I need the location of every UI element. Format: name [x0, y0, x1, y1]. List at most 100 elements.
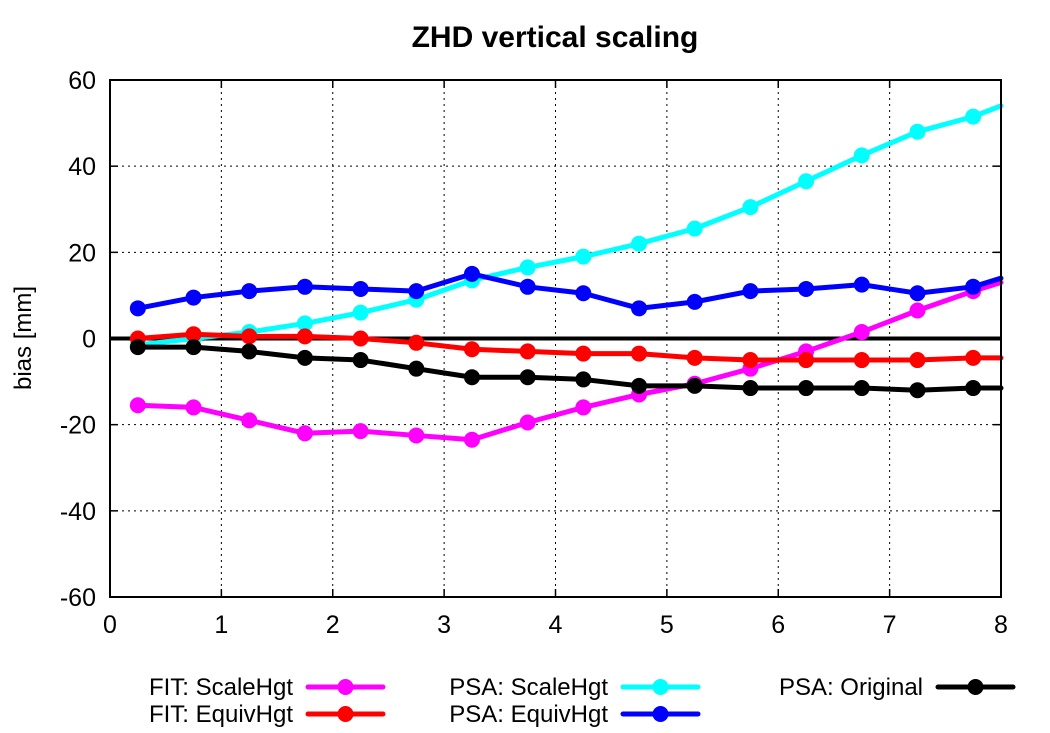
y-axis-label: bias [mm]: [10, 286, 37, 390]
data-point-psa-scalehgt: [575, 248, 592, 265]
data-point-psa-scalehgt: [296, 315, 313, 332]
data-point-psa-original: [631, 377, 648, 394]
data-point-psa-original: [965, 380, 982, 397]
series-psa-equivhgt: [129, 265, 1004, 317]
x-tick-label: 0: [103, 611, 117, 639]
series-psa-original: [129, 339, 1004, 399]
data-point-psa-original: [296, 349, 313, 366]
legend-entry-fit-scalehgt: FIT: ScaleHgt: [149, 674, 386, 701]
data-point-fit-equivhgt: [853, 352, 870, 369]
data-point-psa-original: [798, 380, 815, 397]
data-point-fit-scalehgt: [129, 397, 146, 414]
x-tick-label: 1: [214, 611, 228, 639]
y-tick-label: 20: [68, 239, 96, 267]
data-point-fit-scalehgt: [575, 399, 592, 416]
legend-label: PSA: ScaleHgt: [449, 674, 608, 701]
y-tick-label: 60: [68, 67, 96, 95]
data-point-fit-equivhgt: [463, 341, 480, 358]
x-tick-label: 7: [883, 611, 897, 639]
legend-marker-swatch: [967, 679, 984, 695]
data-point-psa-original: [742, 380, 759, 397]
data-point-psa-original: [686, 377, 703, 394]
data-point-psa-scalehgt: [352, 304, 369, 321]
series-fit-scalehgt: [129, 279, 1004, 448]
data-point-fit-equivhgt: [408, 334, 425, 351]
data-point-psa-equivhgt: [519, 278, 536, 295]
data-point-psa-equivhgt: [853, 276, 870, 293]
legend-marker-swatch: [652, 706, 669, 722]
y-tick-label: -20: [60, 412, 96, 440]
data-point-fit-equivhgt: [241, 328, 258, 345]
data-point-fit-scalehgt: [909, 302, 926, 319]
data-point-psa-original: [519, 369, 536, 386]
data-point-fit-scalehgt: [519, 414, 536, 431]
data-point-fit-equivhgt: [296, 328, 313, 345]
x-tick-label: 5: [660, 611, 674, 639]
data-point-psa-equivhgt: [296, 278, 313, 295]
series-psa-scalehgt: [129, 103, 1004, 353]
data-point-psa-scalehgt: [853, 147, 870, 164]
data-point-psa-equivhgt: [408, 283, 425, 300]
data-point-fit-equivhgt: [909, 352, 926, 369]
data-point-psa-equivhgt: [742, 283, 759, 300]
data-point-psa-scalehgt: [519, 259, 536, 276]
legend-entry-psa-equivhgt: PSA: EquivHgt: [449, 701, 701, 728]
data-point-psa-equivhgt: [965, 278, 982, 295]
data-point-psa-original: [853, 380, 870, 397]
legend-entry-psa-scalehgt: PSA: ScaleHgt: [449, 674, 701, 701]
series-layer: [129, 103, 1004, 448]
data-point-fit-equivhgt: [686, 349, 703, 366]
data-point-fit-scalehgt: [408, 427, 425, 444]
data-point-psa-scalehgt: [686, 220, 703, 237]
series-line-psa-equivhgt: [135, 271, 1004, 311]
legend-marker-swatch: [652, 679, 669, 695]
data-point-fit-equivhgt: [185, 326, 202, 343]
legend-marker-swatch: [337, 679, 354, 695]
data-point-psa-equivhgt: [798, 280, 815, 297]
data-point-fit-equivhgt: [352, 330, 369, 347]
plot-frame: [109, 79, 1002, 598]
legend-entry-psa-original: PSA: Original: [779, 674, 1016, 701]
data-point-fit-scalehgt: [352, 423, 369, 440]
data-point-fit-equivhgt: [965, 349, 982, 366]
data-point-psa-equivhgt: [352, 280, 369, 297]
tick-labels: 0 1 2 3 4 5 6 7 8 60 40 20 0 -20 -40 -60: [60, 67, 1008, 639]
data-point-fit-scalehgt: [185, 399, 202, 416]
data-point-psa-scalehgt: [965, 108, 982, 125]
data-point-psa-equivhgt: [909, 285, 926, 302]
x-tick-label: 4: [549, 611, 563, 639]
data-point-psa-original: [408, 360, 425, 377]
data-point-psa-equivhgt: [631, 300, 648, 317]
data-point-fit-scalehgt: [463, 431, 480, 448]
y-tick-label: -40: [60, 498, 96, 526]
data-point-psa-original: [185, 339, 202, 356]
x-tick-label: 6: [771, 611, 785, 639]
data-point-psa-original: [463, 369, 480, 386]
data-point-psa-equivhgt: [185, 289, 202, 306]
data-point-psa-original: [129, 339, 146, 356]
x-tick-label: 2: [326, 611, 340, 639]
data-point-psa-equivhgt: [129, 300, 146, 317]
legend-label: FIT: ScaleHgt: [149, 674, 293, 701]
data-point-psa-equivhgt: [241, 283, 258, 300]
y-tick-label: 0: [82, 326, 96, 354]
legend-label: PSA: EquivHgt: [449, 701, 608, 728]
data-point-fit-equivhgt: [798, 352, 815, 369]
data-point-psa-equivhgt: [463, 265, 480, 282]
data-point-psa-scalehgt: [742, 199, 759, 216]
data-point-fit-equivhgt: [519, 343, 536, 360]
data-point-fit-equivhgt: [631, 345, 648, 362]
data-point-psa-original: [241, 343, 258, 360]
data-point-psa-scalehgt: [909, 123, 926, 140]
data-point-fit-scalehgt: [296, 425, 313, 442]
data-point-psa-original: [575, 371, 592, 388]
data-point-fit-equivhgt: [742, 352, 759, 369]
data-point-fit-scalehgt: [853, 324, 870, 341]
data-point-fit-scalehgt: [241, 412, 258, 429]
series-fit-equivhgt: [129, 326, 1004, 369]
series-line-psa-scalehgt: [135, 103, 1004, 348]
data-point-psa-original: [352, 352, 369, 369]
legend-label: PSA: Original: [779, 674, 923, 701]
data-point-psa-scalehgt: [798, 173, 815, 190]
